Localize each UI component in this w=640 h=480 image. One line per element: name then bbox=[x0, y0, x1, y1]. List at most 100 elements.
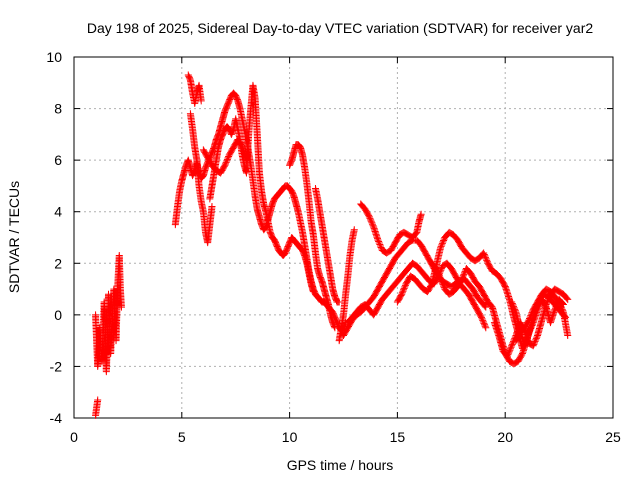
data-point bbox=[367, 217, 375, 225]
data-point bbox=[553, 301, 561, 309]
data-point bbox=[440, 282, 448, 290]
data-point bbox=[367, 216, 375, 224]
data-point bbox=[437, 244, 445, 252]
data-point bbox=[399, 287, 407, 295]
data-point bbox=[505, 348, 513, 356]
y-tick-label: 10 bbox=[46, 49, 62, 65]
data-point bbox=[376, 240, 384, 248]
data-point bbox=[208, 203, 216, 211]
data-point bbox=[376, 242, 384, 250]
data-point bbox=[545, 295, 553, 303]
data-point bbox=[438, 239, 446, 247]
y-tick-label: 2 bbox=[54, 255, 62, 271]
data-point bbox=[529, 342, 537, 350]
x-tick-label: 25 bbox=[605, 429, 621, 445]
data-point bbox=[224, 154, 232, 162]
data-point bbox=[477, 313, 485, 321]
data-point bbox=[480, 250, 488, 258]
data-point bbox=[482, 324, 490, 332]
x-tick-label: 0 bbox=[70, 429, 78, 445]
data-point bbox=[377, 243, 385, 251]
data-point bbox=[221, 161, 229, 169]
x-axis-label: GPS time / hours bbox=[287, 457, 394, 473]
data-point bbox=[365, 213, 373, 221]
data-point bbox=[434, 269, 442, 277]
data-point bbox=[459, 272, 467, 280]
data-point bbox=[559, 307, 567, 315]
data-point bbox=[509, 301, 517, 309]
data-point bbox=[508, 298, 516, 306]
data-point bbox=[368, 219, 376, 227]
data-point bbox=[117, 303, 125, 311]
plot-frame bbox=[73, 56, 614, 419]
data-point bbox=[481, 302, 489, 310]
y-tick-label: 8 bbox=[54, 101, 62, 117]
data-point bbox=[331, 324, 339, 332]
data-point bbox=[295, 142, 303, 150]
data-point bbox=[528, 322, 536, 330]
data-point bbox=[438, 241, 446, 249]
data-point bbox=[529, 320, 537, 328]
data-point bbox=[551, 304, 559, 312]
data-point bbox=[481, 321, 489, 329]
data-point bbox=[222, 160, 230, 168]
data-point bbox=[535, 301, 543, 309]
data-point bbox=[504, 351, 512, 359]
data-point bbox=[438, 278, 446, 286]
x-tick-label: 10 bbox=[282, 429, 298, 445]
data-point bbox=[309, 288, 317, 296]
data-point bbox=[559, 301, 567, 309]
data-point bbox=[533, 333, 541, 341]
data-point bbox=[480, 319, 488, 327]
data-point bbox=[433, 266, 441, 274]
data-point bbox=[436, 273, 444, 281]
y-axis-label: SDTVAR / TECUs bbox=[6, 181, 22, 293]
x-tick-label: 15 bbox=[390, 429, 406, 445]
data-point bbox=[482, 303, 490, 311]
data-point bbox=[223, 155, 231, 163]
data-point bbox=[480, 249, 488, 257]
data-point bbox=[544, 296, 552, 304]
data-point bbox=[458, 275, 466, 283]
data-point bbox=[526, 326, 534, 334]
grid-layer bbox=[74, 57, 613, 418]
data-point bbox=[435, 270, 443, 278]
data-point bbox=[481, 253, 489, 261]
data-point bbox=[435, 272, 443, 280]
data-point bbox=[368, 220, 376, 228]
data-point bbox=[438, 279, 446, 287]
data-point bbox=[459, 273, 467, 281]
y-tick-label: 0 bbox=[54, 307, 62, 323]
data-point bbox=[508, 340, 516, 348]
data-point bbox=[552, 303, 560, 311]
y-tick-label: 4 bbox=[54, 204, 62, 220]
data-point bbox=[398, 290, 406, 298]
data-point bbox=[551, 306, 559, 314]
x-tick-label: 20 bbox=[497, 429, 513, 445]
data-point bbox=[532, 334, 540, 342]
data-point bbox=[527, 324, 535, 332]
data-point bbox=[400, 286, 408, 294]
data-point bbox=[460, 270, 468, 278]
data-point bbox=[506, 346, 514, 354]
data-point bbox=[369, 222, 377, 230]
tick-layer: 0 5 10 15 20 25 -4 -2 0 2 4 6 8 10 bbox=[46, 49, 621, 445]
data-point bbox=[398, 289, 406, 297]
x-tick-label: 5 bbox=[178, 429, 186, 445]
data-point bbox=[317, 297, 325, 305]
data-point bbox=[532, 336, 540, 344]
data-point bbox=[437, 275, 445, 283]
data-point bbox=[374, 236, 382, 244]
data-point bbox=[564, 295, 572, 303]
data-point bbox=[510, 302, 518, 310]
data-point bbox=[481, 322, 489, 330]
data-point bbox=[531, 337, 539, 345]
data-point bbox=[366, 214, 374, 222]
data-point bbox=[432, 264, 440, 272]
data-points bbox=[92, 71, 572, 419]
data-point bbox=[478, 315, 486, 323]
data-point bbox=[508, 342, 516, 350]
data-point bbox=[223, 157, 231, 165]
data-point bbox=[525, 329, 533, 337]
